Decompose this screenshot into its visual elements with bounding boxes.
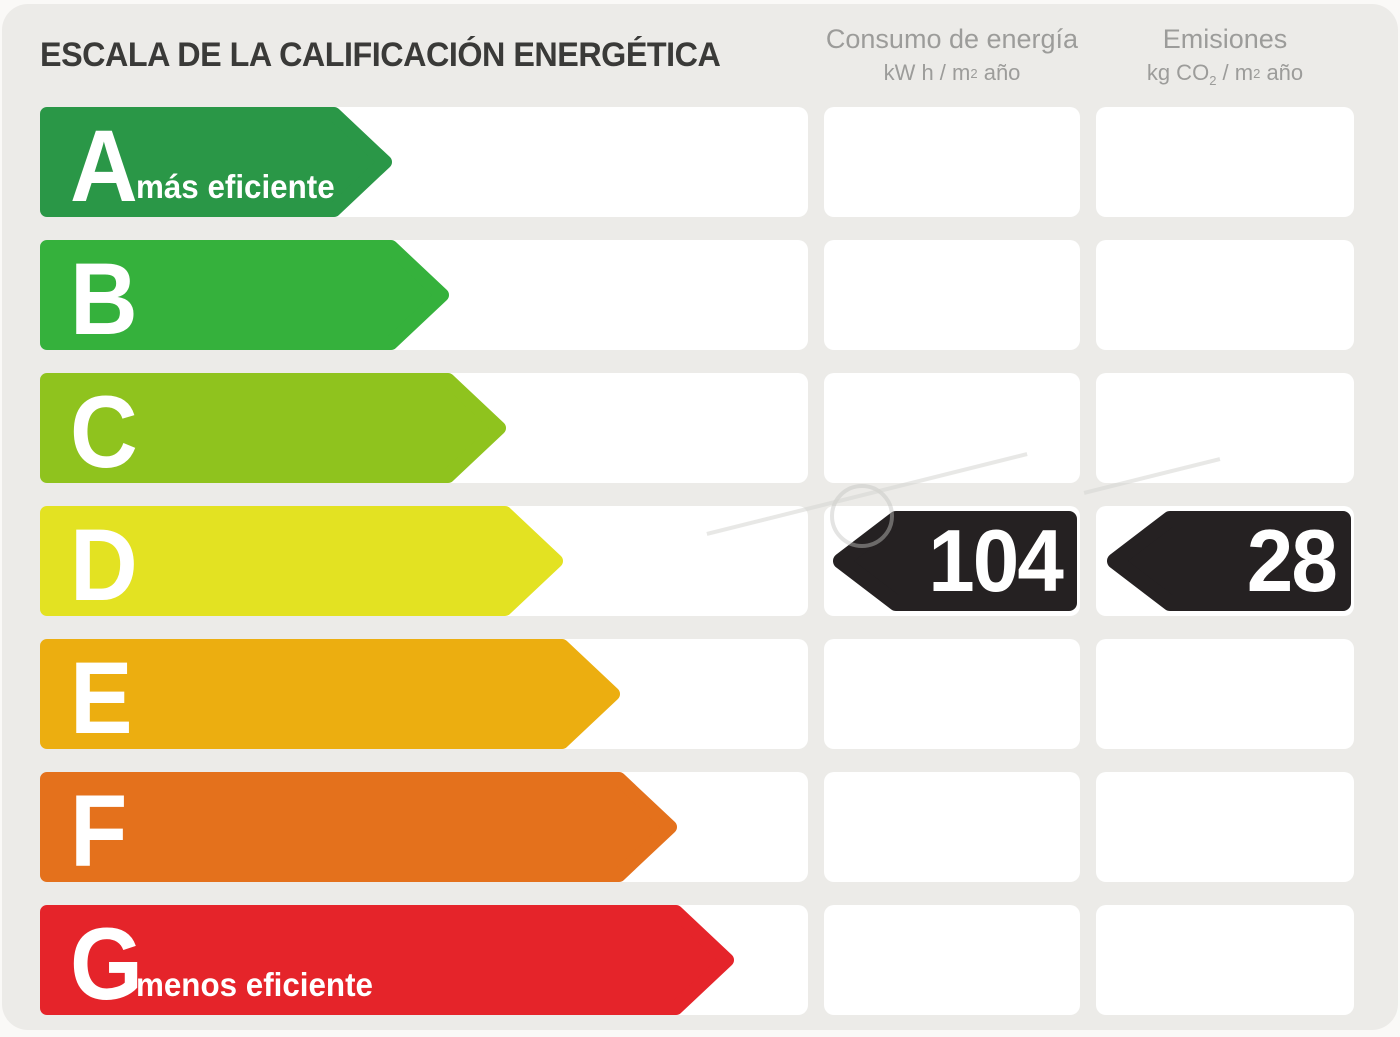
- consumption-cell-d: 104: [824, 506, 1080, 616]
- grade-arrow-d-icon: [40, 506, 563, 616]
- page-title: ESCALA DE LA CALIFICACIÓN ENERGÉTICA: [40, 36, 721, 74]
- rating-row-f: F: [40, 772, 1354, 882]
- grade-arrow-c-icon: [40, 373, 506, 483]
- emissions-value: 28: [1246, 511, 1338, 610]
- grade-arrow-e-icon: [40, 639, 620, 749]
- scale-cell-f: F: [40, 772, 808, 882]
- consumption-cell-b: [824, 240, 1080, 350]
- emissions-cell-c: [1096, 373, 1354, 483]
- consumption-cell-f: [824, 772, 1080, 882]
- rating-row-c: C: [40, 373, 1354, 483]
- least-efficient-note: menos eficiente: [136, 966, 373, 1003]
- emissions-cell-a: [1096, 107, 1354, 217]
- emissions-column-label: Emisiones: [1162, 24, 1288, 54]
- rating-row-g: G menos eficiente: [40, 905, 1354, 1015]
- grade-arrow-f-icon: [40, 772, 677, 882]
- emissions-column-unit: kg CO2 / m2 año: [1146, 60, 1304, 88]
- emissions-cell-e: [1096, 639, 1354, 749]
- rating-row-d: D 104 28: [40, 506, 1354, 616]
- emissions-cell-f: [1096, 772, 1354, 882]
- rating-row-b: B: [40, 240, 1354, 350]
- rating-row-a: A más eficiente: [40, 107, 1354, 217]
- grade-arrow-b-icon: [40, 240, 449, 350]
- consumption-column-header: Consumo de energía kW h / m2 año: [824, 22, 1080, 88]
- consumption-cell-c: [824, 373, 1080, 483]
- left-arrow-icon: [1107, 511, 1351, 611]
- certificate-panel: ESCALA DE LA CALIFICACIÓN ENERGÉTICA Con…: [2, 4, 1398, 1030]
- grade-letter-b: B: [70, 242, 138, 357]
- grade-letter-c: C: [70, 375, 138, 490]
- grade-letter-d: D: [70, 508, 138, 623]
- consumption-value: 104: [928, 511, 1064, 610]
- grade-arrow-a-icon: [40, 107, 392, 217]
- consumption-column-label: Consumo de energía: [825, 24, 1079, 54]
- consumption-value-tag: 104: [832, 510, 1078, 612]
- scale-cell-c: C: [40, 373, 808, 483]
- emissions-cell-d: 28: [1096, 506, 1354, 616]
- rating-row-e: E: [40, 639, 1354, 749]
- scale-cell-a: A más eficiente: [40, 107, 808, 217]
- consumption-cell-a: [824, 107, 1080, 217]
- grade-arrow-g-icon: [40, 905, 734, 1015]
- emissions-value-tag: 28: [1106, 510, 1352, 612]
- consumption-cell-e: [824, 639, 1080, 749]
- scale-cell-d: D: [40, 506, 808, 616]
- scale-cell-g: G menos eficiente: [40, 905, 808, 1015]
- scale-cell-b: B: [40, 240, 808, 350]
- most-efficient-note: más eficiente: [136, 168, 335, 205]
- emissions-column-header: Emisiones kg CO2 / m2 año: [1096, 22, 1354, 91]
- grade-letter-g: G: [70, 907, 143, 1022]
- consumption-cell-g: [824, 905, 1080, 1015]
- scale-cell-e: E: [40, 639, 808, 749]
- rating-scale: A más eficiente B C: [40, 107, 1354, 1015]
- emissions-cell-g: [1096, 905, 1354, 1015]
- grade-letter-e: E: [70, 641, 133, 756]
- grade-letter-a: A: [70, 109, 138, 224]
- emissions-cell-b: [1096, 240, 1354, 350]
- grade-letter-f: F: [70, 774, 128, 889]
- consumption-column-unit: kW h / m2 año: [883, 60, 1021, 85]
